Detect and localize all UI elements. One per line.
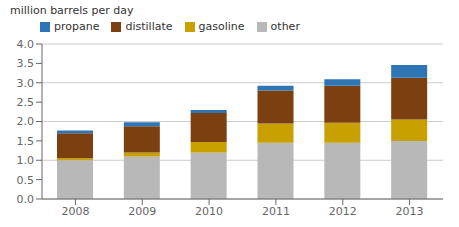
svg-text:2010: 2010 xyxy=(195,205,223,218)
svg-text:2.0: 2.0 xyxy=(17,115,35,128)
svg-text:0.0: 0.0 xyxy=(17,193,35,206)
svg-text:3.5: 3.5 xyxy=(17,57,35,70)
html-text:propane: propane xyxy=(54,20,100,33)
svg-text:2008: 2008 xyxy=(61,205,89,218)
svg-text:1.5: 1.5 xyxy=(17,135,35,148)
svg-text:2.5: 2.5 xyxy=(17,96,35,109)
svg-text:2011: 2011 xyxy=(262,205,290,218)
svg-text:2012: 2012 xyxy=(329,205,357,218)
svg-text:1.0: 1.0 xyxy=(17,154,35,167)
svg-text:2009: 2009 xyxy=(128,205,156,218)
svg-text:2013: 2013 xyxy=(396,205,424,218)
svg-text:0.5: 0.5 xyxy=(17,174,35,187)
html-text:gasoline: gasoline xyxy=(198,20,245,33)
html-text:distillate: distillate xyxy=(125,20,173,33)
html-text:million barrels per day: million barrels per day xyxy=(10,4,134,17)
svg-text:4.0: 4.0 xyxy=(17,38,35,51)
html-text:other: other xyxy=(270,20,300,33)
svg-text:3.0: 3.0 xyxy=(17,77,35,90)
